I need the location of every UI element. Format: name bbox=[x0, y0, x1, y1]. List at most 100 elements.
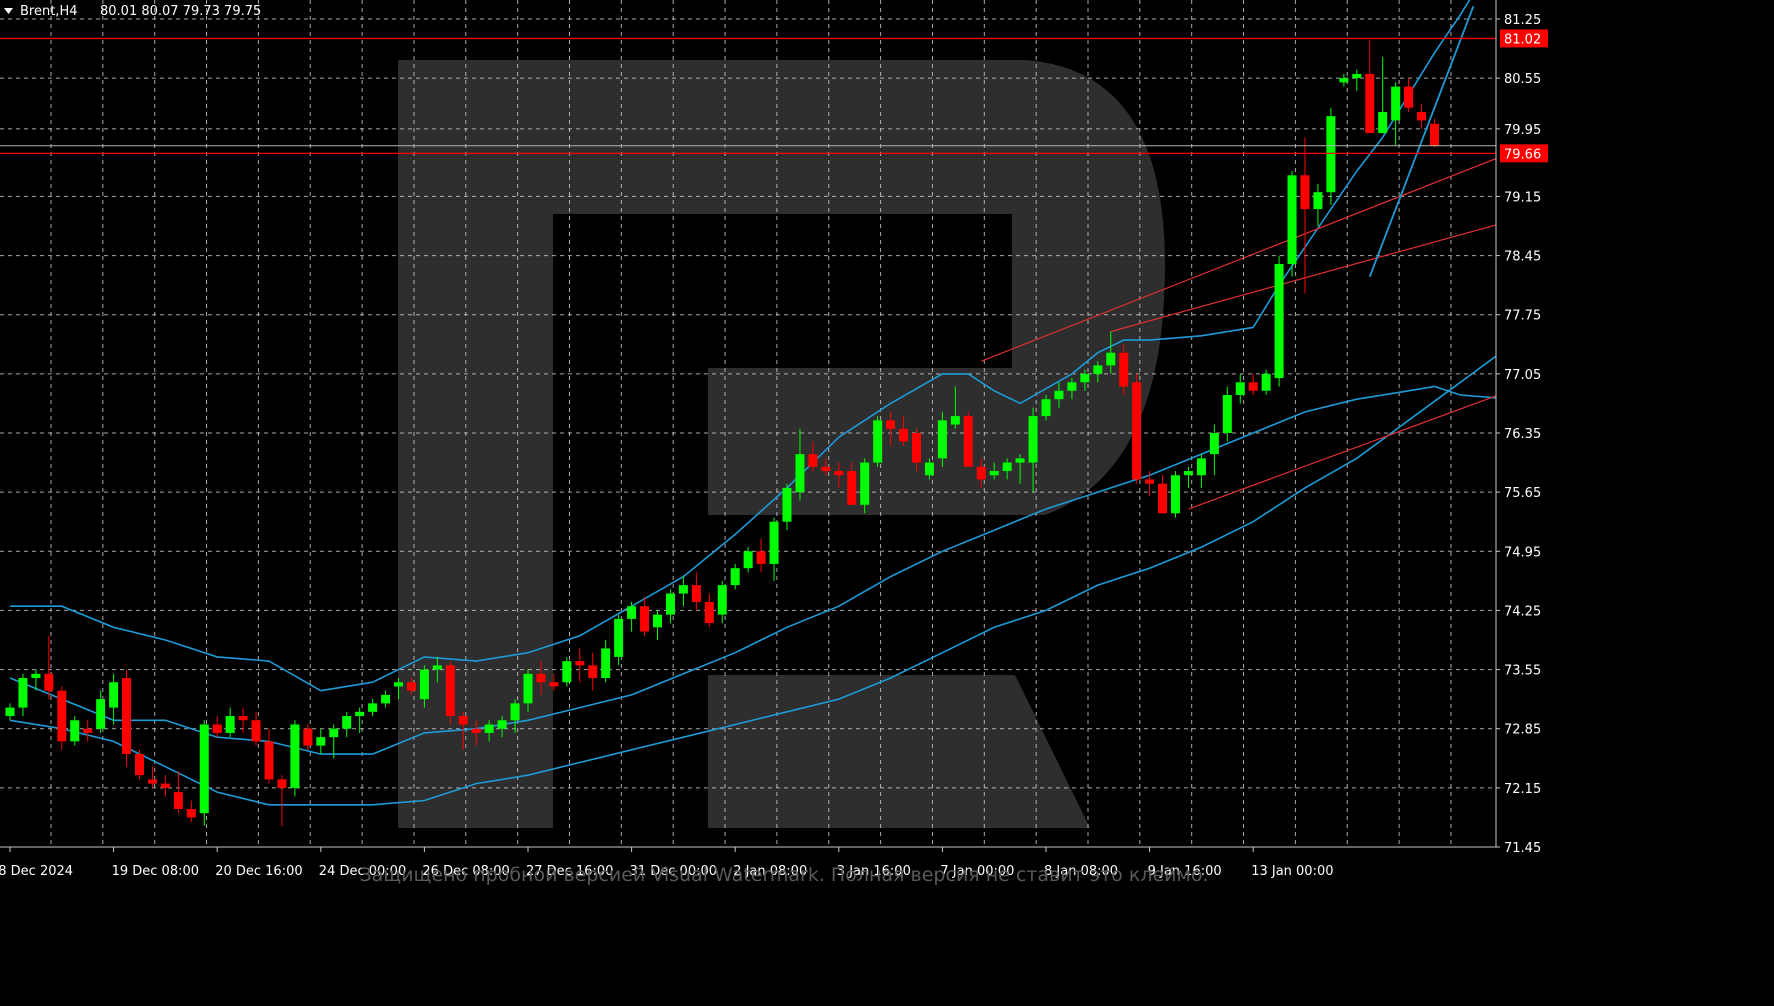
candle bbox=[860, 458, 870, 514]
candle bbox=[536, 661, 546, 695]
time-tick-label: 3 Jan 16:00 bbox=[837, 864, 911, 879]
candle bbox=[847, 462, 857, 505]
candle-body bbox=[484, 724, 494, 733]
candle bbox=[1391, 82, 1401, 146]
candle-body bbox=[199, 724, 209, 814]
candle-body bbox=[691, 585, 701, 602]
candle bbox=[31, 669, 41, 691]
candle bbox=[678, 576, 688, 607]
candle-body bbox=[445, 665, 455, 717]
candle-body bbox=[18, 678, 28, 708]
candle-body bbox=[342, 716, 352, 729]
candle bbox=[44, 635, 54, 700]
candlesticks bbox=[5, 40, 1439, 826]
price-levels[interactable] bbox=[0, 37, 1496, 154]
candle-body bbox=[1002, 462, 1012, 472]
candle-body bbox=[406, 682, 416, 691]
candle-body bbox=[1313, 192, 1323, 210]
candle-body bbox=[665, 593, 675, 615]
candle bbox=[1300, 137, 1310, 294]
candle bbox=[212, 716, 222, 738]
candle-body bbox=[1391, 86, 1401, 121]
trend-line bbox=[1368, 6, 1475, 278]
time-tick-label: 8 Jan 08:00 bbox=[1044, 864, 1118, 879]
candle-body bbox=[924, 462, 934, 476]
candle bbox=[743, 547, 753, 573]
candle bbox=[886, 411, 896, 446]
candle-body bbox=[1248, 382, 1258, 391]
candle-body bbox=[950, 416, 960, 425]
candle-body bbox=[381, 694, 391, 704]
candle-body bbox=[83, 728, 93, 733]
time-tick-label: 24 Dec 00:00 bbox=[319, 864, 406, 879]
candle-body bbox=[678, 585, 688, 594]
candle bbox=[1145, 471, 1155, 497]
price-tick-label: 75.65 bbox=[1504, 486, 1541, 501]
candle bbox=[627, 601, 637, 632]
candle bbox=[912, 428, 921, 472]
candle-body bbox=[186, 808, 196, 818]
candle-body bbox=[1326, 116, 1336, 193]
candle bbox=[186, 800, 196, 822]
candle bbox=[471, 720, 481, 746]
candle-body bbox=[1417, 111, 1427, 121]
candle bbox=[769, 517, 779, 581]
candle-body bbox=[122, 678, 132, 755]
candle-body bbox=[808, 454, 818, 467]
chart-window[interactable]: 81.25 80.55 79.95 79.15 78.45 77.75 77.05 76.35… bbox=[0, 0, 1568, 889]
price-tick-label: 80.55 bbox=[1504, 72, 1541, 87]
price-axis: 81.25 80.55 79.95 79.15 78.45 77.75 77.05 76.35… bbox=[1495, 0, 1568, 889]
candle-body bbox=[109, 682, 119, 708]
price-level-tag-label: 81.02 bbox=[1504, 32, 1541, 47]
candle bbox=[1430, 118, 1439, 148]
time-tick-label: 18 Dec 2024 bbox=[0, 864, 73, 879]
candle-body bbox=[1261, 373, 1271, 391]
candle bbox=[5, 703, 15, 721]
price-tick-label: 78.45 bbox=[1504, 250, 1541, 265]
candle bbox=[873, 416, 883, 467]
candle bbox=[225, 707, 235, 738]
candle-body bbox=[238, 716, 248, 721]
candle-body bbox=[704, 601, 714, 624]
candle bbox=[406, 678, 416, 695]
candle-body bbox=[1028, 416, 1038, 463]
time-tick-label: 7 Jan 00:00 bbox=[940, 864, 1014, 879]
candle bbox=[122, 669, 132, 767]
price-tick-label: 79.95 bbox=[1504, 123, 1541, 138]
candle bbox=[1002, 458, 1012, 480]
candle-body bbox=[1209, 433, 1219, 455]
candle-body bbox=[1222, 394, 1232, 433]
candle-body bbox=[173, 792, 183, 809]
price-tick-label: 74.25 bbox=[1504, 604, 1541, 619]
candle-body bbox=[355, 711, 365, 717]
time-tick-label: 2 Jan 08:00 bbox=[733, 864, 807, 879]
candle-body bbox=[290, 724, 300, 788]
candle-body bbox=[782, 487, 792, 522]
candle bbox=[368, 699, 378, 717]
candle-body bbox=[1430, 123, 1439, 146]
candle bbox=[199, 720, 209, 826]
candle bbox=[1093, 361, 1103, 383]
candle-body bbox=[730, 568, 740, 586]
candle-body bbox=[70, 720, 80, 742]
candle bbox=[1404, 78, 1414, 112]
price-tick-label: 73.55 bbox=[1504, 664, 1541, 679]
candle bbox=[1028, 407, 1038, 493]
price-chart[interactable]: 81.25 80.55 79.95 79.15 78.45 77.75 77.05 76.35… bbox=[0, 0, 1568, 889]
candle-body bbox=[989, 471, 999, 476]
dropdown-triangle-icon[interactable] bbox=[4, 8, 13, 14]
candle-body bbox=[303, 728, 313, 746]
candle-body bbox=[212, 724, 222, 733]
candle-body bbox=[147, 779, 157, 784]
candle-body bbox=[1145, 479, 1155, 484]
candle-body bbox=[1183, 471, 1193, 476]
candle bbox=[756, 538, 766, 573]
candle bbox=[899, 416, 909, 446]
candle-body bbox=[96, 699, 106, 729]
price-tick-label: 81.25 bbox=[1504, 13, 1541, 28]
candle bbox=[1196, 454, 1206, 488]
price-tick-label: 72.15 bbox=[1504, 782, 1541, 797]
symbol-label: Brent,H4 bbox=[20, 4, 78, 19]
candle bbox=[96, 690, 106, 733]
candle-body bbox=[769, 521, 779, 564]
